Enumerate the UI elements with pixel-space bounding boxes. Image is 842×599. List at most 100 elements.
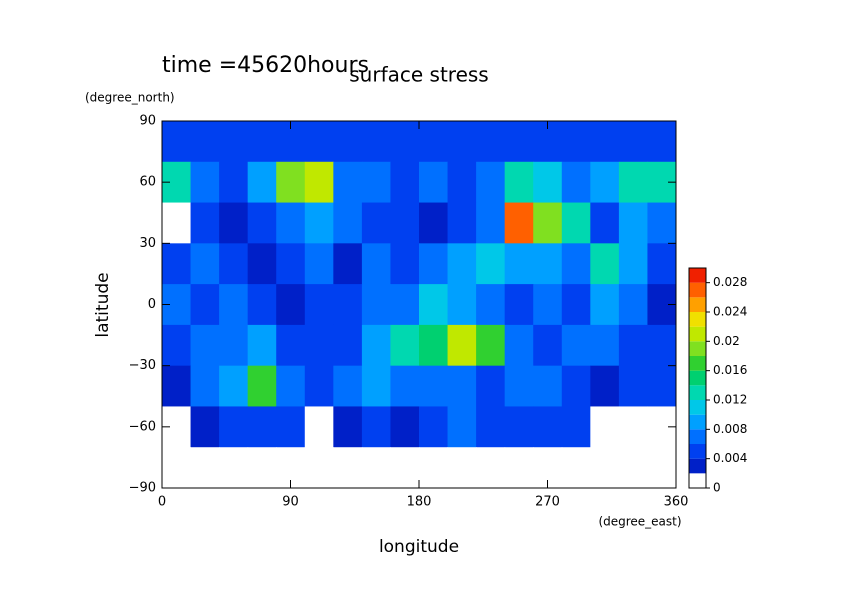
cell <box>333 284 363 326</box>
colorbar-segment <box>689 356 706 371</box>
cell <box>618 161 648 204</box>
cell <box>390 161 420 204</box>
cell <box>304 284 334 326</box>
x-tick-label: 270 <box>535 495 560 510</box>
cell <box>476 243 506 285</box>
colorbar-segment <box>689 326 706 342</box>
cell <box>219 365 249 407</box>
cell <box>590 284 620 326</box>
cell <box>276 202 306 244</box>
cell <box>190 121 220 163</box>
cell <box>419 365 449 407</box>
cell <box>447 243 477 285</box>
cell <box>247 284 277 326</box>
cell <box>190 284 220 326</box>
cell <box>304 121 334 163</box>
cell <box>276 161 306 204</box>
cell <box>561 161 591 204</box>
cell <box>419 406 449 448</box>
cell <box>361 284 391 326</box>
cell <box>447 202 477 244</box>
colorbar-tick-label: 0.02 <box>713 334 740 348</box>
cell <box>304 202 334 244</box>
cell <box>590 243 620 285</box>
cell <box>618 121 648 163</box>
cell <box>361 447 391 489</box>
cell <box>476 121 506 163</box>
cell <box>447 284 477 326</box>
cell <box>190 202 220 244</box>
colorbar-tick-label: 0.016 <box>713 363 747 377</box>
colorbar-segment <box>689 297 706 312</box>
colorbar-tick-label: 0 <box>713 481 721 495</box>
cell <box>504 324 534 367</box>
x-unit: (degree_east) <box>598 515 681 529</box>
x-tick-label: 360 <box>664 495 689 510</box>
colorbar-segment <box>689 385 706 400</box>
cell <box>390 406 420 448</box>
cell <box>361 161 391 204</box>
cell <box>618 284 648 326</box>
colorbar-segment <box>689 370 706 386</box>
cell <box>647 202 677 244</box>
cell <box>162 365 192 407</box>
cell <box>304 324 334 367</box>
cell <box>219 284 249 326</box>
cell <box>190 243 220 285</box>
cell <box>276 243 306 285</box>
cell <box>219 202 249 244</box>
cell <box>162 121 192 163</box>
cell <box>504 161 534 204</box>
cell <box>447 406 477 448</box>
cell <box>561 202 591 244</box>
cell <box>333 161 363 204</box>
y-tick-label: 90 <box>139 114 156 129</box>
cell <box>419 324 449 367</box>
cell <box>561 284 591 326</box>
colorbar-tick-label: 0.008 <box>713 422 747 436</box>
cell <box>219 406 249 448</box>
cell <box>647 121 677 163</box>
cell <box>476 324 506 367</box>
y-axis-label: latitude <box>93 272 113 337</box>
colorbar-segment <box>689 268 706 283</box>
cell <box>419 121 449 163</box>
cell <box>618 365 648 407</box>
cell <box>247 243 277 285</box>
cell <box>304 406 334 448</box>
cell <box>618 324 648 367</box>
cell <box>390 324 420 367</box>
colorbar-segment <box>689 414 706 430</box>
cell <box>219 121 249 163</box>
cell <box>247 365 277 407</box>
cell <box>390 284 420 326</box>
cell <box>561 365 591 407</box>
cell <box>304 161 334 204</box>
cell <box>618 447 648 489</box>
cell <box>647 447 677 489</box>
cell <box>162 243 192 285</box>
cell <box>190 447 220 489</box>
cell <box>190 406 220 448</box>
cell <box>504 284 534 326</box>
cell <box>219 161 249 204</box>
cell <box>533 161 563 204</box>
cell <box>590 324 620 367</box>
cell <box>333 365 363 407</box>
cell <box>476 447 506 489</box>
cell <box>276 365 306 407</box>
cell <box>390 447 420 489</box>
cell <box>419 161 449 204</box>
cell <box>390 365 420 407</box>
cell <box>276 406 306 448</box>
cell <box>590 161 620 204</box>
cell <box>390 202 420 244</box>
cell <box>390 243 420 285</box>
cell <box>476 202 506 244</box>
chart-title: surface stress <box>349 63 488 87</box>
cell <box>276 324 306 367</box>
colorbar-segment <box>689 341 706 356</box>
cell <box>333 406 363 448</box>
cell <box>590 202 620 244</box>
